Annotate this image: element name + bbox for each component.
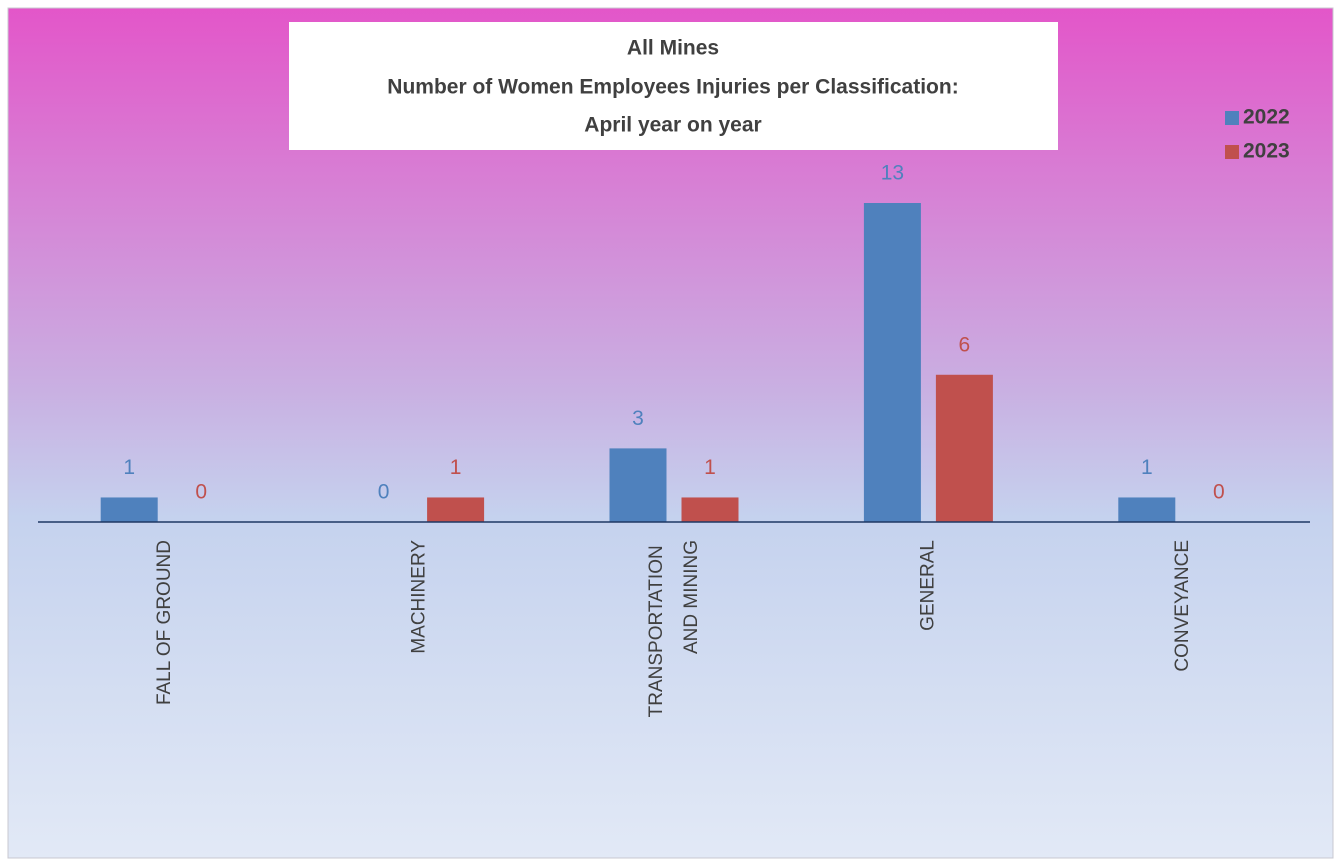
chart-title: April year on year: [584, 114, 761, 137]
bar: [427, 497, 485, 522]
title-box: [289, 22, 1058, 150]
value-label: 1: [704, 456, 716, 479]
value-label: 0: [1213, 481, 1225, 504]
value-label: 0: [195, 481, 207, 504]
legend-swatch: [1225, 111, 1239, 125]
bar: [681, 497, 739, 522]
bar: [863, 203, 921, 522]
value-label: 13: [881, 162, 904, 185]
bar: [609, 448, 667, 522]
x-tick-label: GENERAL: [917, 540, 938, 631]
x-tick-label: TRANSPORTATION AND MINING: [646, 540, 702, 717]
chart-title: All Mines: [627, 37, 719, 60]
value-label: 0: [378, 481, 390, 504]
bar: [100, 497, 158, 522]
chart-title: Number of Women Employees Injuries per C…: [387, 76, 958, 99]
label-line: AND MINING: [681, 540, 702, 654]
bar: [935, 374, 993, 522]
value-label: 6: [959, 333, 971, 356]
legend-swatch: [1225, 145, 1239, 159]
value-label: 1: [123, 456, 135, 479]
x-tick-label: CONVEYANCE: [1172, 540, 1193, 672]
x-tick-label: MACHINERY: [409, 540, 430, 654]
legend-label: 2022: [1243, 106, 1290, 129]
value-label: 1: [450, 456, 462, 479]
x-tick-label: FALL OF GROUND: [154, 540, 175, 705]
legend-label: 2023: [1243, 140, 1290, 163]
value-label: 1: [1141, 456, 1153, 479]
bar: [1118, 497, 1176, 522]
label-line: TRANSPORTATION: [646, 540, 667, 717]
value-label: 3: [632, 407, 644, 430]
